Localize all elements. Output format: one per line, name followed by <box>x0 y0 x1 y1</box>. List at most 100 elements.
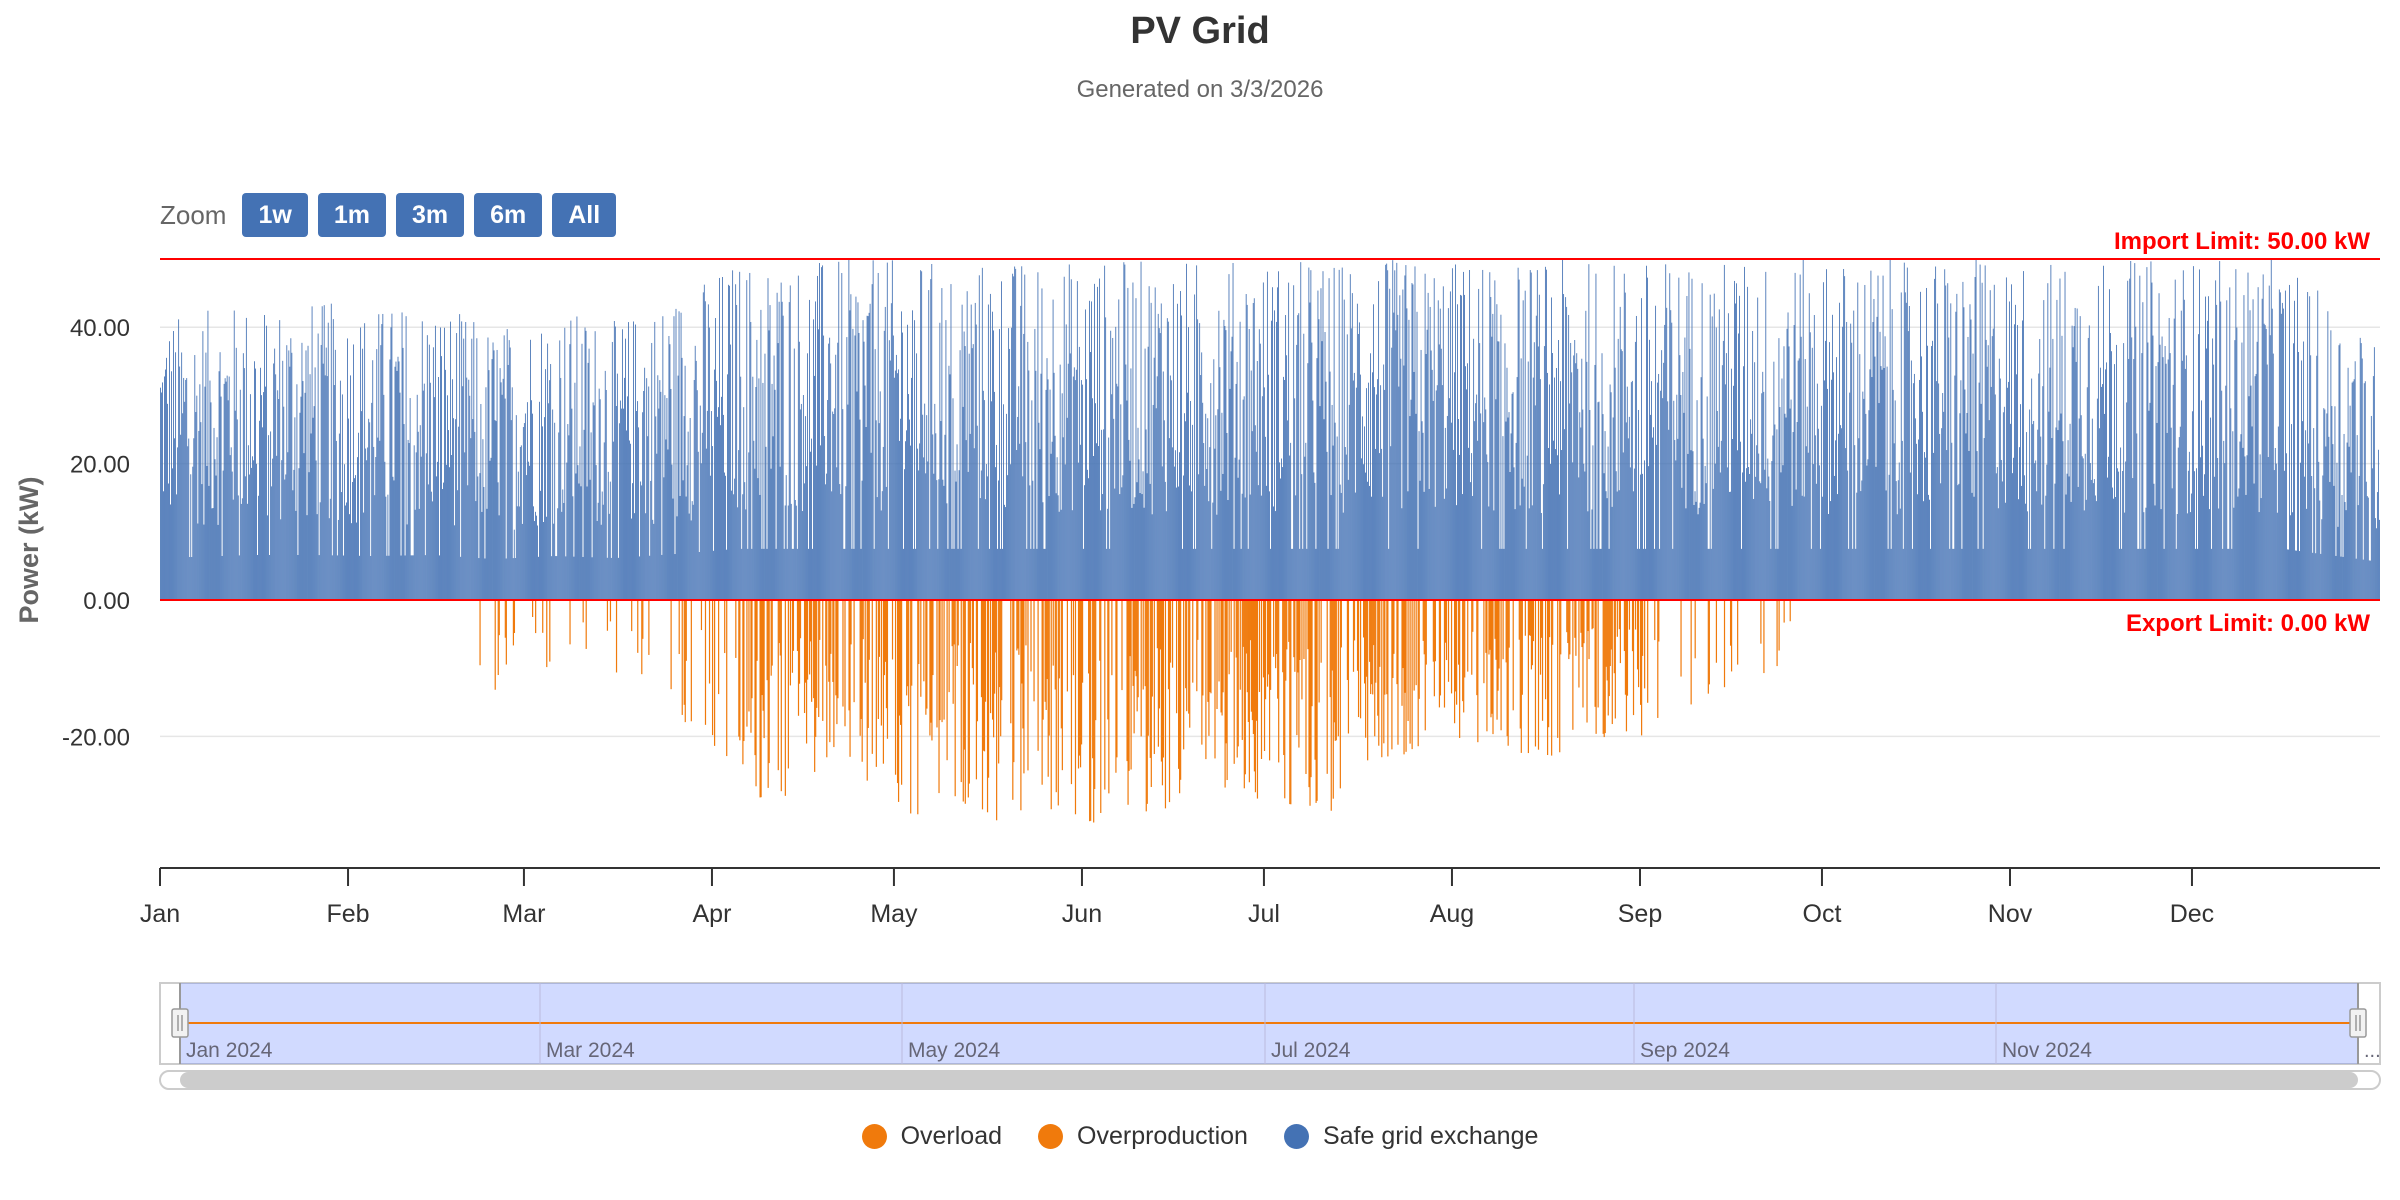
safe-grid-exchange-bar[interactable] <box>502 378 504 600</box>
safe-grid-exchange-bar[interactable] <box>1585 310 1587 600</box>
safe-grid-exchange-bar[interactable] <box>320 344 322 600</box>
safe-grid-exchange-bar[interactable] <box>371 402 373 600</box>
overproduction-bar[interactable] <box>1505 600 1507 663</box>
safe-grid-exchange-bar[interactable] <box>250 467 252 600</box>
overproduction-bar[interactable] <box>1404 600 1406 693</box>
safe-grid-exchange-bar[interactable] <box>1255 451 1257 600</box>
overproduction-bar[interactable] <box>546 600 548 668</box>
safe-grid-exchange-bar[interactable] <box>1137 427 1139 600</box>
safe-grid-exchange-bar[interactable] <box>1843 268 1845 600</box>
safe-grid-exchange-bar[interactable] <box>503 335 505 600</box>
safe-grid-exchange-bar[interactable] <box>2337 526 2339 600</box>
safe-grid-exchange-bar[interactable] <box>2299 551 2300 600</box>
safe-grid-exchange-bar[interactable] <box>1236 361 1238 600</box>
safe-grid-exchange-bar[interactable] <box>1335 548 1337 600</box>
safe-grid-exchange-bar[interactable] <box>409 398 411 600</box>
safe-grid-exchange-bar[interactable] <box>471 338 473 600</box>
safe-grid-exchange-bar[interactable] <box>282 360 284 600</box>
safe-grid-exchange-bar[interactable] <box>1159 333 1161 600</box>
safe-grid-exchange-bar[interactable] <box>235 347 237 600</box>
safe-grid-exchange-bar[interactable] <box>2161 336 2163 600</box>
safe-grid-exchange-bar[interactable] <box>2355 558 2357 600</box>
safe-grid-exchange-bar[interactable] <box>1276 321 1277 600</box>
safe-grid-exchange-bar[interactable] <box>2050 264 2052 600</box>
safe-grid-exchange-bar[interactable] <box>1696 400 1698 600</box>
safe-grid-exchange-bar[interactable] <box>641 485 643 600</box>
safe-grid-exchange-bar[interactable] <box>1031 400 1033 600</box>
safe-grid-exchange-bar[interactable] <box>1486 454 1488 600</box>
safe-grid-exchange-bar[interactable] <box>2176 514 2178 600</box>
overproduction-bar[interactable] <box>1607 600 1609 716</box>
safe-grid-exchange-bar[interactable] <box>1076 281 1078 600</box>
overproduction-bar[interactable] <box>1472 600 1474 632</box>
safe-grid-exchange-bar[interactable] <box>340 492 342 600</box>
safe-grid-exchange-bar[interactable] <box>486 508 488 600</box>
safe-grid-exchange-bar[interactable] <box>1354 492 1356 600</box>
safe-grid-exchange-bar[interactable] <box>487 337 489 600</box>
safe-grid-exchange-bar[interactable] <box>1646 265 1647 600</box>
safe-grid-exchange-bar[interactable] <box>1575 363 1577 600</box>
safe-grid-exchange-bar[interactable] <box>243 368 245 600</box>
safe-grid-exchange-bar[interactable] <box>704 301 706 600</box>
overproduction-bar[interactable] <box>494 600 496 690</box>
overproduction-bar[interactable] <box>1497 600 1499 691</box>
safe-grid-exchange-bar[interactable] <box>1877 275 1879 600</box>
safe-grid-exchange-bar[interactable] <box>1701 283 1703 600</box>
overproduction-bar[interactable] <box>1444 600 1447 643</box>
overproduction-bar[interactable] <box>996 600 998 821</box>
safe-grid-exchange-bar[interactable] <box>833 413 835 600</box>
safe-grid-exchange-bar[interactable] <box>196 395 198 600</box>
safe-grid-exchange-bar[interactable] <box>1418 431 1420 600</box>
safe-grid-exchange-bar[interactable] <box>2231 548 2233 600</box>
safe-grid-exchange-bar[interactable] <box>1157 313 1159 600</box>
safe-grid-exchange-bar[interactable] <box>1219 367 1221 600</box>
safe-grid-exchange-bar[interactable] <box>2021 485 2022 600</box>
safe-grid-exchange-bar[interactable] <box>1262 282 1264 600</box>
safe-grid-exchange-bar[interactable] <box>1087 469 1088 600</box>
safe-grid-exchange-bar[interactable] <box>1908 306 1910 600</box>
safe-grid-exchange-bar[interactable] <box>1751 433 1753 600</box>
safe-grid-exchange-bar[interactable] <box>665 439 667 600</box>
safe-grid-exchange-bar[interactable] <box>392 476 394 600</box>
safe-grid-exchange-bar[interactable] <box>790 503 792 600</box>
safe-grid-exchange-bar[interactable] <box>836 467 838 600</box>
safe-grid-exchange-bar[interactable] <box>607 471 609 600</box>
overproduction-bar[interactable] <box>750 600 752 733</box>
safe-grid-exchange-bar[interactable] <box>1997 508 1999 600</box>
safe-grid-exchange-bar[interactable] <box>539 401 540 600</box>
safe-grid-exchange-bar[interactable] <box>1853 310 1855 600</box>
safe-grid-exchange-bar[interactable] <box>2239 441 2241 600</box>
safe-grid-exchange-bar[interactable] <box>2346 442 2348 600</box>
overproduction-bar[interactable] <box>1018 600 1020 655</box>
overproduction-bar[interactable] <box>815 600 817 737</box>
safe-grid-exchange-bar[interactable] <box>1071 510 1073 600</box>
safe-grid-exchange-bar[interactable] <box>555 556 557 600</box>
safe-grid-exchange-bar[interactable] <box>1459 454 1460 600</box>
safe-grid-exchange-bar[interactable] <box>1272 287 1273 600</box>
safe-grid-exchange-bar[interactable] <box>865 427 867 600</box>
safe-grid-exchange-bar[interactable] <box>1430 350 1432 600</box>
safe-grid-exchange-bar[interactable] <box>2036 491 2038 600</box>
safe-grid-exchange-bar[interactable] <box>202 331 204 600</box>
safe-grid-exchange-bar[interactable] <box>1946 450 1948 600</box>
safe-grid-exchange-bar[interactable] <box>1145 429 1147 600</box>
overproduction-bar[interactable] <box>1402 600 1404 669</box>
safe-grid-exchange-bar[interactable] <box>162 382 163 600</box>
overproduction-bar[interactable] <box>809 600 811 675</box>
overproduction-bar[interactable] <box>504 600 506 638</box>
safe-grid-exchange-bar[interactable] <box>930 279 932 600</box>
safe-grid-exchange-bar[interactable] <box>2012 473 2013 600</box>
safe-grid-exchange-bar[interactable] <box>2159 344 2161 600</box>
safe-grid-exchange-bar[interactable] <box>938 479 940 600</box>
overproduction-bar[interactable] <box>1502 600 1504 660</box>
overproduction-bar[interactable] <box>1492 600 1494 735</box>
safe-grid-exchange-bar[interactable] <box>2101 384 2103 600</box>
safe-grid-exchange-bar[interactable] <box>1973 496 1975 600</box>
overproduction-bar[interactable] <box>1153 600 1155 754</box>
safe-grid-exchange-bar[interactable] <box>1007 475 1009 600</box>
overproduction-bar[interactable] <box>1548 600 1550 728</box>
overproduction-bar[interactable] <box>1760 600 1762 644</box>
overproduction-bar[interactable] <box>1485 600 1487 653</box>
overproduction-bar[interactable] <box>1396 600 1398 685</box>
safe-grid-exchange-bar[interactable] <box>1274 310 1275 600</box>
